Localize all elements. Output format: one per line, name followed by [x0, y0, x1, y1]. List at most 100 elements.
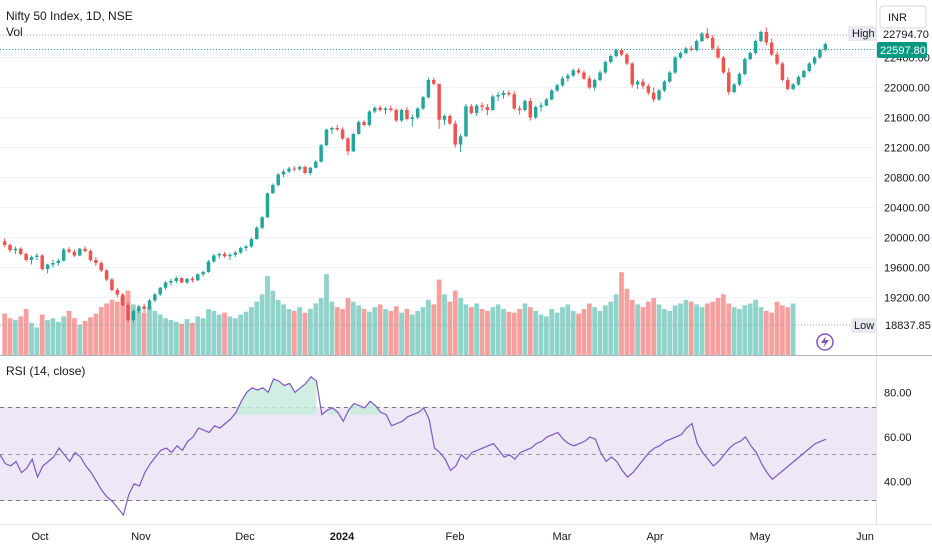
volume-bar	[286, 309, 292, 355]
lightning-icon[interactable]	[816, 333, 834, 351]
volume-bar	[399, 312, 404, 355]
candle-body	[550, 90, 554, 100]
candle	[818, 48, 822, 59]
volume-bar	[533, 310, 539, 355]
candle	[217, 252, 221, 259]
volume-bar	[350, 301, 356, 355]
candle	[163, 281, 168, 290]
candle	[571, 68, 575, 77]
volume-bar	[7, 318, 13, 355]
candle	[753, 39, 758, 55]
volume-bar	[157, 314, 163, 355]
candle-body	[614, 50, 618, 56]
price-tick-label: 22000.00	[884, 83, 930, 95]
candle-body	[308, 167, 313, 173]
candle	[51, 260, 55, 268]
candle	[464, 104, 468, 137]
candle-body	[394, 110, 398, 121]
volume-bar	[55, 321, 61, 355]
candle-body	[2, 241, 7, 245]
volume-bar	[200, 318, 206, 355]
volume-bar	[377, 304, 383, 355]
candle-body	[8, 245, 12, 251]
candlestick-series	[2, 27, 828, 323]
candle	[786, 77, 790, 91]
candle	[190, 276, 195, 283]
candle	[737, 72, 742, 86]
volume-bar	[495, 304, 501, 355]
currency-button[interactable]: INR	[879, 5, 927, 29]
volume-bar	[603, 305, 608, 355]
volume-bar	[780, 305, 785, 355]
volume-bar	[667, 310, 673, 355]
candle-body	[469, 106, 474, 113]
rsi-tick-label: 40.00	[884, 477, 912, 489]
volume-bar	[597, 310, 603, 355]
candle-body	[335, 128, 339, 130]
candle	[630, 62, 634, 88]
volume-bar	[426, 299, 431, 355]
candle-body	[24, 254, 28, 260]
volume-bar	[763, 310, 769, 355]
volume-bar	[211, 310, 217, 355]
price-tick-label: 20000.00	[884, 233, 930, 245]
candle-body	[158, 287, 162, 295]
candle	[501, 90, 506, 99]
candle-body	[780, 63, 785, 80]
candle	[426, 77, 431, 99]
price-axis-ticks: 22400.0022000.0021600.0021200.0020800.00…	[884, 53, 930, 305]
candle	[625, 53, 629, 65]
candle	[646, 83, 651, 95]
candle-body	[694, 41, 699, 50]
candle-body	[544, 99, 549, 106]
candle	[40, 254, 44, 271]
candle-body	[748, 53, 752, 59]
rsi-tick-label: 80.00	[884, 387, 912, 399]
candle-body	[528, 101, 533, 118]
price-tick-label: 20400.00	[884, 203, 930, 215]
volume-bar	[23, 309, 29, 355]
candle	[297, 165, 302, 171]
volume-bar	[232, 318, 238, 355]
volume-bar	[141, 312, 147, 355]
candle	[802, 69, 806, 79]
volume-bar	[678, 303, 683, 355]
volume-bar	[517, 309, 522, 355]
candle-body	[727, 72, 731, 92]
candle	[705, 28, 710, 40]
candle	[544, 98, 549, 107]
volume-bar	[45, 320, 50, 355]
candle-body	[592, 80, 597, 88]
candle-body	[705, 33, 710, 38]
volume-bar	[715, 297, 721, 355]
candle-body	[641, 81, 645, 86]
candle-body	[442, 116, 447, 120]
candle	[281, 169, 286, 178]
volume-bar	[318, 297, 324, 355]
candle	[110, 278, 114, 292]
candle-body	[737, 74, 742, 85]
candle-body	[721, 57, 726, 73]
time-axis-label: Jun	[856, 531, 874, 543]
candle-body	[340, 129, 345, 139]
candle	[448, 114, 452, 125]
candle	[485, 104, 490, 116]
candle-body	[507, 92, 511, 95]
candle	[668, 71, 672, 83]
candle-body	[324, 129, 329, 146]
candle-body	[78, 248, 82, 256]
candle-body	[351, 134, 356, 152]
candle	[614, 48, 618, 58]
candle	[308, 167, 313, 176]
high-value: 22794.70	[883, 29, 929, 41]
price-tick-label: 20800.00	[884, 173, 930, 185]
candle-body	[265, 193, 270, 218]
volume-bar	[270, 290, 276, 355]
candle	[721, 56, 726, 74]
candle-body	[61, 249, 66, 261]
candle-body	[179, 278, 184, 283]
candle-body	[196, 274, 200, 281]
last-price-tag: 22597.80	[877, 42, 927, 58]
candle-body	[791, 84, 795, 89]
candle-body	[217, 254, 221, 256]
